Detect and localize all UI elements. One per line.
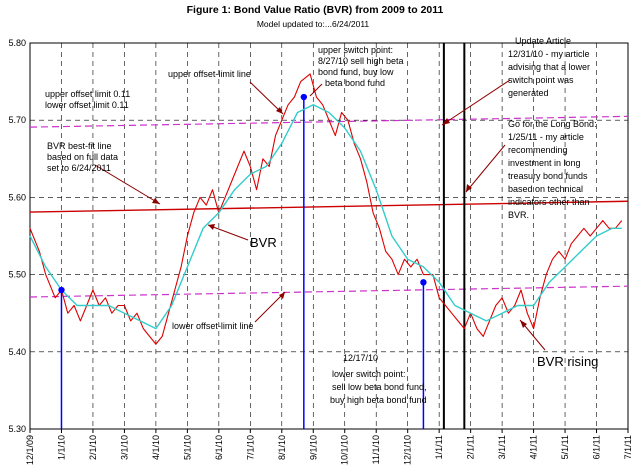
x-tick-label: 1/1/10 — [56, 435, 66, 460]
arrow-bestfit — [94, 164, 161, 205]
upper-switch-text-1: upper switch point: — [318, 45, 393, 55]
lower-switch-text-3: sell low beta bond fund, — [332, 382, 427, 392]
arrow-upper-offset — [249, 81, 284, 115]
upper-offset-limit-line — [29, 115, 629, 128]
longbond-text-4: investment in long — [508, 158, 581, 168]
x-tick-label: 5/1/10 — [182, 435, 192, 460]
bvr-rising-label: BVR rising — [537, 354, 598, 369]
upper-offset-line-label: upper offset-limit line — [168, 69, 251, 79]
arrow-bvr — [207, 224, 249, 241]
arrowhead-longbond — [466, 184, 472, 192]
lower-offset-line-label: lower offset-limit line — [172, 321, 253, 331]
arrow-lower-offset — [254, 291, 286, 323]
bvr-moving-average-line — [29, 104, 622, 330]
update-text-3: advising that a lower — [508, 62, 590, 72]
bvr-label: BVR — [250, 235, 277, 250]
x-tick-label: 4/1/10 — [151, 435, 161, 460]
switch-point-marker — [300, 93, 308, 101]
arrowhead-bvr — [208, 224, 215, 230]
y-tick-label: 5.50 — [8, 270, 26, 280]
offset-limits-lower-text: lower offset limit 0.11 — [45, 100, 129, 110]
y-tick-label: 5.40 — [8, 347, 26, 357]
longbond-text-2: 1/25/11 - my article — [508, 132, 584, 142]
plot-area — [29, 42, 629, 430]
chart-subtitle: Model updated to:...6/24/2011 — [257, 19, 370, 29]
best-fit-line — [29, 200, 629, 213]
switch-point-markers — [58, 93, 427, 294]
chart-title: Figure 1: Bond Value Ratio (BVR) from 20… — [187, 4, 444, 16]
y-tick-label: 5.80 — [8, 38, 26, 48]
arrow-heads — [152, 107, 527, 328]
longbond-text-1: Go for the Long Bond: — [508, 119, 597, 129]
series-group — [29, 73, 623, 345]
lower-switch-text-4: buy high beta bond fund — [330, 395, 427, 405]
x-tick-label: 5/1/11 — [560, 435, 570, 459]
x-tick-label: 12/1/10 — [403, 435, 413, 465]
x-tick-label: 3/1/10 — [119, 435, 129, 460]
longbond-text-8: BVR. — [508, 210, 529, 220]
x-tick-label: 3/1/11 — [497, 435, 507, 459]
x-tick-label: 7/1/10 — [245, 435, 255, 460]
upper-switch-text-3: bond fund, buy low — [318, 67, 394, 77]
switch-point-marker — [420, 279, 427, 286]
reference-lines — [29, 43, 629, 429]
arrowhead-update — [442, 118, 450, 125]
x-tick-label: 8/1/10 — [277, 435, 287, 460]
x-tick-label: 6/1/10 — [214, 435, 224, 460]
update-text-5: generated — [508, 88, 549, 98]
y-tick-label: 5.30 — [8, 424, 26, 434]
bestfit-label-3: set to 6/24/2011 — [47, 163, 111, 173]
longbond-text-3: recommending — [508, 145, 568, 155]
y-tick-label: 5.60 — [8, 192, 26, 202]
x-tick-label: 6/1/11 — [592, 435, 602, 459]
y-axis-ticks: 5.30 5.40 5.50 5.60 5.70 5.80 — [8, 38, 26, 434]
x-axis-ticks: 12/1/09 1/1/10 2/1/10 3/1/10 4/1/10 5/1/10 6/1… — [25, 429, 633, 465]
switch-point-marker — [58, 286, 65, 294]
update-text-2: 12/31/10 - my article — [508, 49, 590, 59]
x-tick-label: 9/1/10 — [308, 435, 318, 460]
lower-switch-text-2: lower switch point: — [332, 369, 406, 379]
longbond-text-7: indicators other than — [508, 197, 590, 207]
update-text-1: Update Article — [515, 36, 571, 46]
x-tick-label: 1/1/11 — [434, 435, 444, 459]
upper-switch-text-2: 8/27/10 sell high beta — [318, 56, 404, 66]
arrow-update — [441, 79, 511, 126]
longbond-text-5: treasury bond funds — [508, 171, 588, 181]
x-tick-label: 4/1/11 — [529, 435, 539, 459]
x-tick-label: 12/1/09 — [25, 435, 35, 465]
x-tick-label: 10/1/10 — [340, 435, 350, 465]
bestfit-label-2: based on full data — [47, 152, 118, 162]
y-tick-label: 5.70 — [8, 115, 26, 125]
update-text-4: switch point was — [508, 75, 574, 85]
arrow-upper-switch — [309, 83, 323, 97]
longbond-text-6: based on technical — [508, 184, 583, 194]
lower-switch-text-1: 12/17/10 — [343, 353, 378, 363]
x-tick-label: 7/1/11 — [623, 435, 633, 459]
upper-switch-text-4: beta bond fund — [325, 78, 385, 88]
bestfit-label-1: BVR best-fit line — [47, 141, 112, 151]
offset-limits-upper-text: upper offset limit 0.11 — [45, 89, 130, 99]
gridlines — [30, 43, 628, 429]
x-tick-label: 2/1/10 — [88, 435, 98, 460]
arrowhead-bvr-rising — [520, 320, 527, 328]
x-tick-label: 2/1/11 — [466, 435, 476, 459]
lower-offset-limit-line — [29, 285, 629, 298]
arrowhead-upper-offset — [276, 107, 283, 114]
x-tick-label: 11/1/10 — [371, 435, 381, 464]
arrow-longbond — [465, 144, 506, 193]
arrowhead-lower-offset — [279, 292, 285, 299]
arrowhead-bestfit — [152, 198, 160, 204]
